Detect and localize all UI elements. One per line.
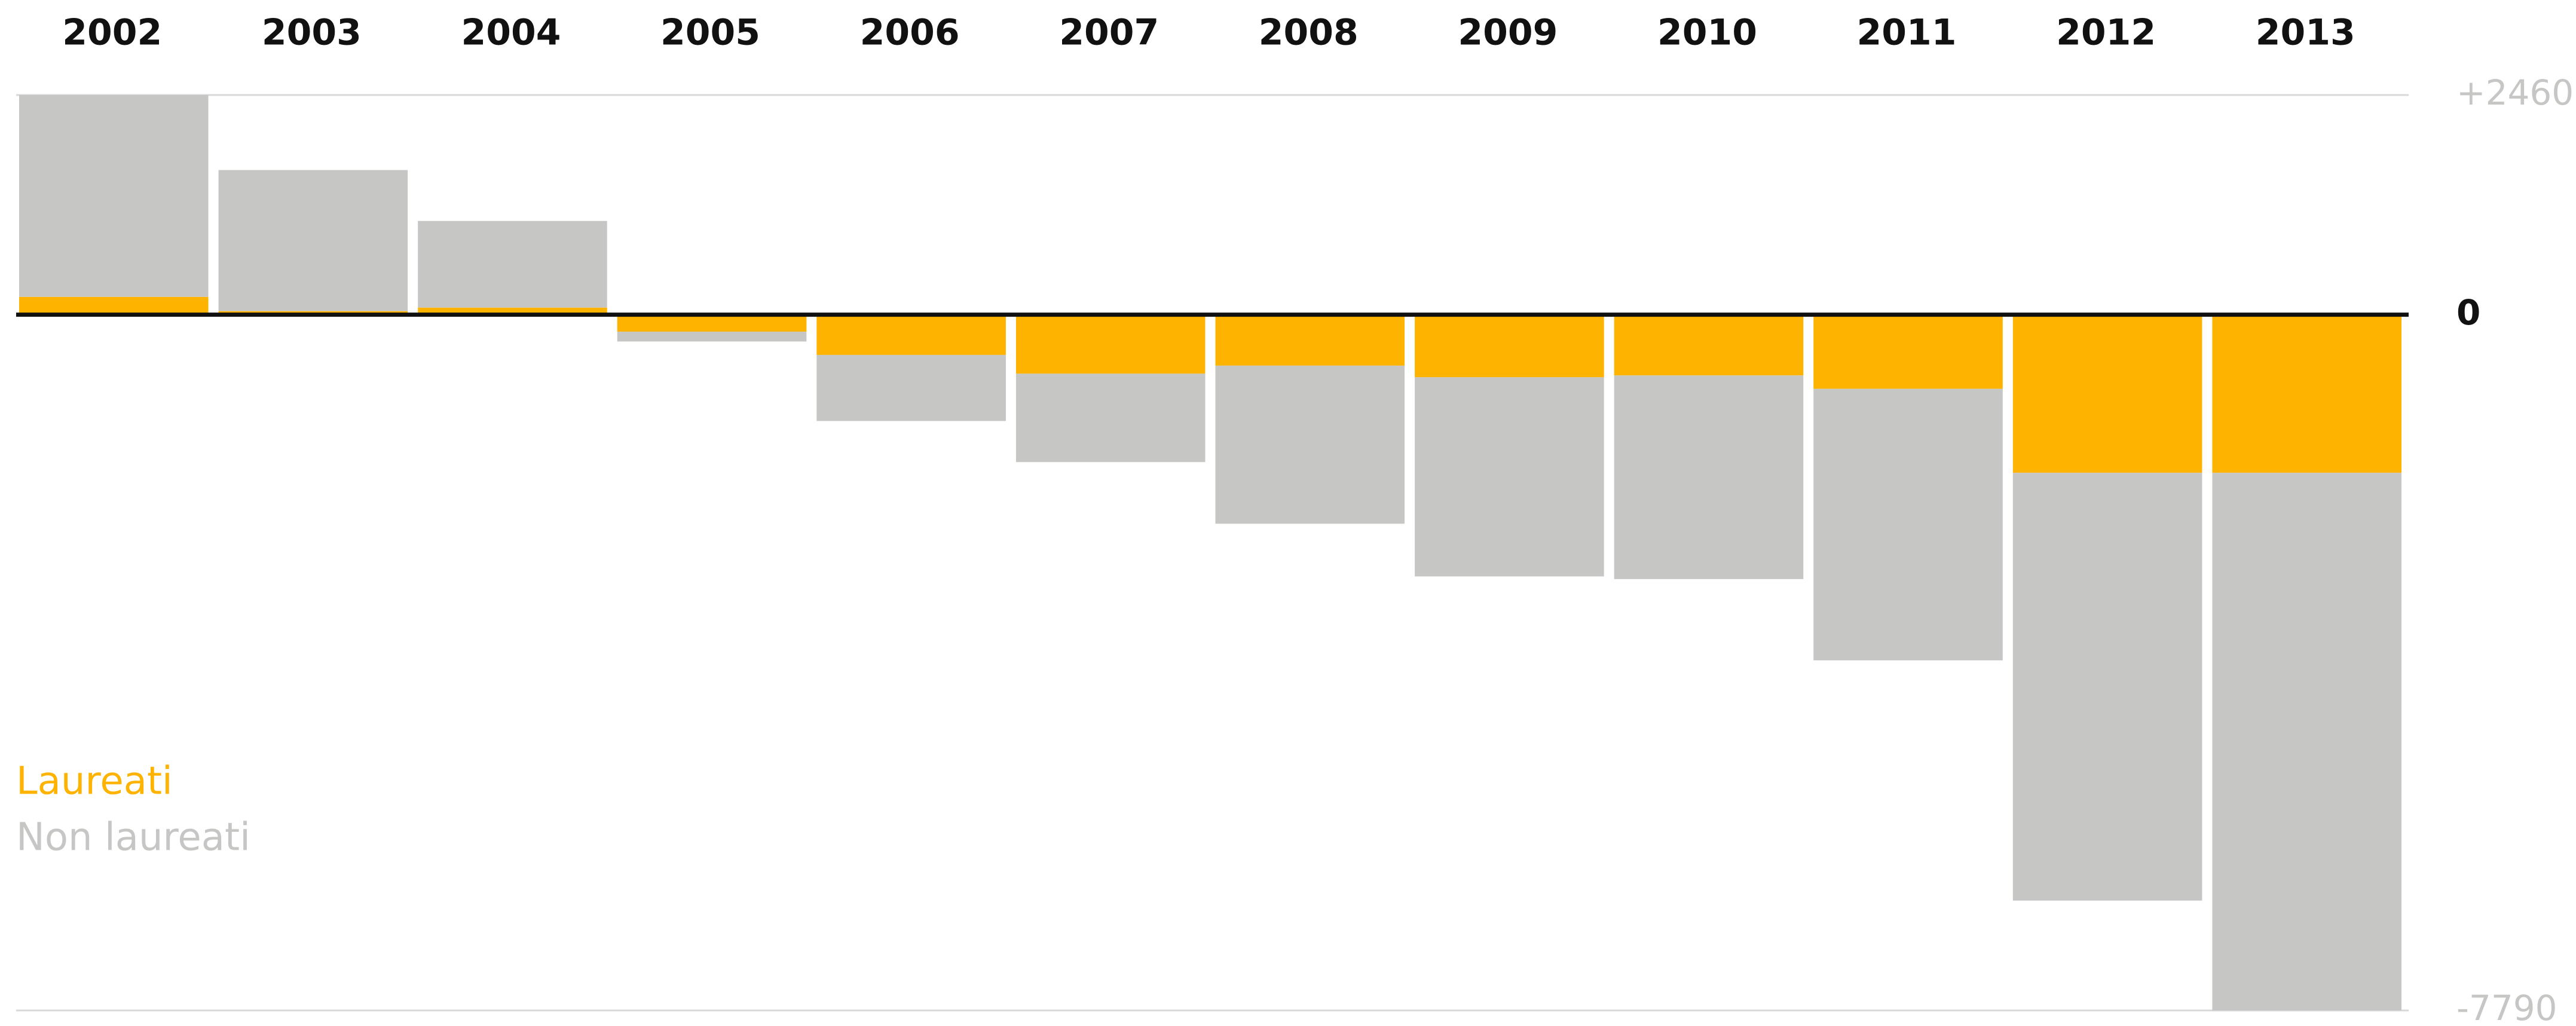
bar [1813, 388, 2003, 661]
bar [1015, 314, 1206, 374]
x-tick-label: 2007 [1059, 12, 1159, 54]
bar [816, 314, 1006, 355]
legend-entry: Non laureati [16, 816, 250, 860]
bar [1215, 365, 1405, 524]
x-tick-label: 2003 [262, 12, 362, 54]
x-tick-label: 2002 [62, 12, 162, 54]
x-tick-label: 2011 [1857, 12, 1957, 54]
y-tick-label: -7790 [2456, 988, 2557, 1026]
y-tick-label: +2460 [2456, 72, 2574, 113]
bar [1215, 314, 1405, 366]
x-tick-label: 2010 [1657, 12, 1757, 54]
x-tick-label: 2004 [461, 12, 561, 54]
bar [418, 307, 607, 315]
bar [1415, 377, 1604, 577]
bar [617, 314, 807, 332]
bar [1813, 314, 2003, 389]
bar [617, 332, 807, 342]
x-tick-label: 2005 [660, 12, 760, 54]
bar [19, 95, 209, 297]
bar [418, 220, 607, 308]
bar [1614, 375, 1804, 580]
bar [1415, 314, 1604, 378]
bar [2212, 314, 2401, 473]
bar [218, 170, 408, 311]
bar [2012, 314, 2202, 473]
bar [816, 354, 1006, 421]
x-tick-label: 2013 [2256, 12, 2355, 54]
y-tick-label: 0 [2456, 292, 2480, 333]
x-tick-label: 2008 [1259, 12, 1359, 54]
bar [2212, 473, 2401, 1010]
bar [1015, 373, 1206, 463]
bar [2012, 473, 2202, 901]
legend-entry: Laureati [16, 759, 173, 804]
x-tick-label: 2006 [860, 12, 960, 54]
bar [1614, 314, 1804, 376]
x-tick-label: 2009 [1458, 12, 1558, 54]
bar [19, 296, 209, 315]
x-tick-label: 2012 [2056, 12, 2156, 54]
